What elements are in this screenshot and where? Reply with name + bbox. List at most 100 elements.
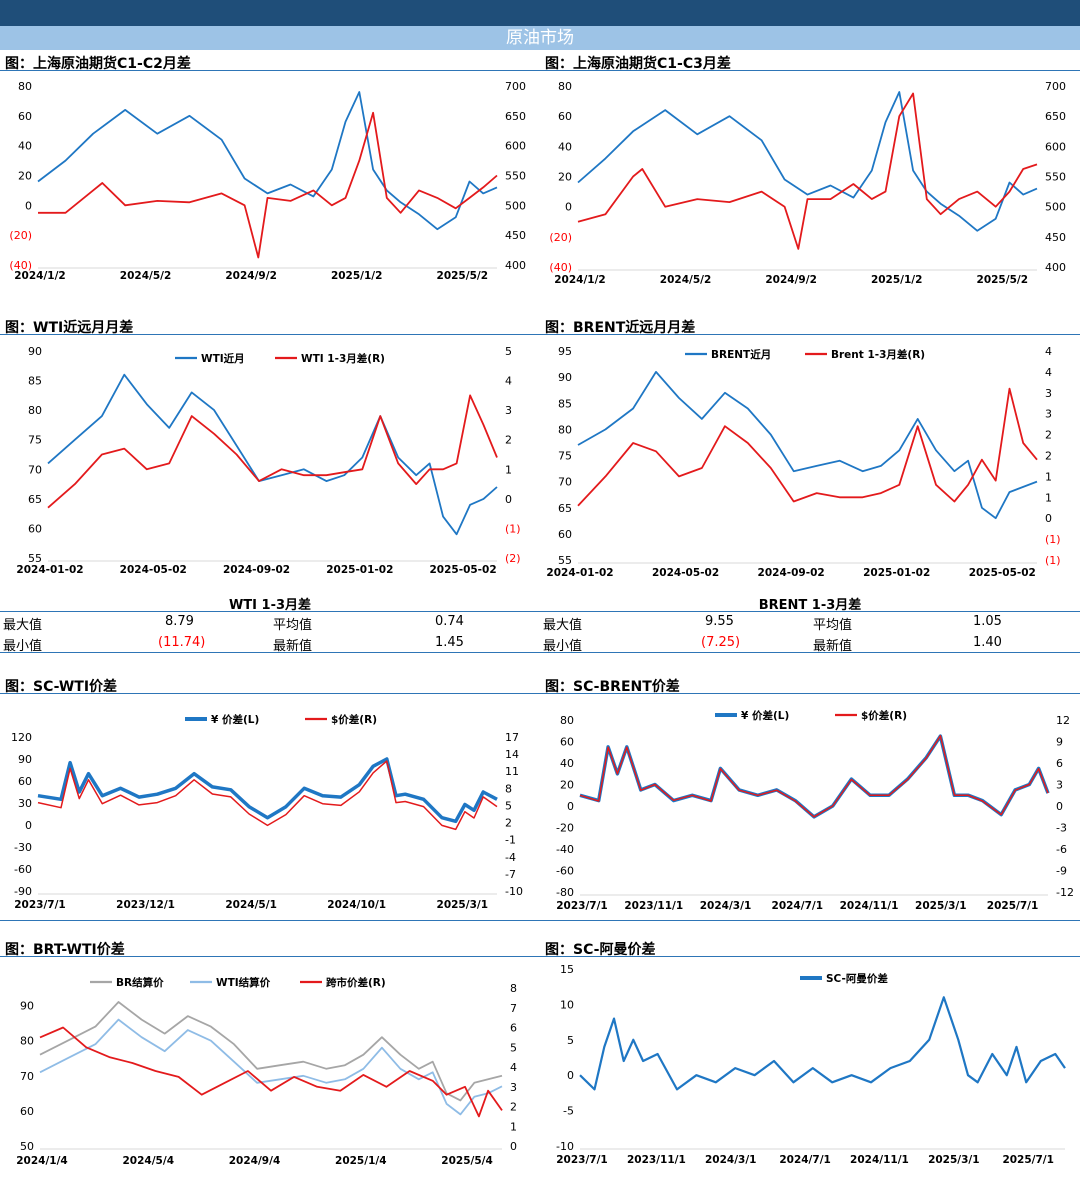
series-line-1 — [39, 1001, 503, 1102]
chart-sc-wti-spread: 120 90 60 30 0 -30 -60 -90 17 14 11 8 5 2 -1 -4 -7 -10 202… — [11, 713, 523, 911]
y-right-tick-label: 5 — [510, 1041, 517, 1054]
y-left-tick-label: 75 — [28, 434, 42, 447]
stat-value-latest: 1.40 — [973, 635, 1002, 650]
x-tick-label: 2024/9/2 — [765, 274, 817, 286]
y-right-tick-label: -6 — [1056, 843, 1067, 856]
stat-label-min: 最小值 — [543, 639, 583, 654]
x-tick-label: 2023/7/1 — [14, 899, 66, 911]
stat-label-max: 最大值 — [3, 618, 43, 633]
legend-label: SC-阿曼价差 — [826, 972, 888, 985]
y-left-tick-label: (40) — [9, 259, 32, 272]
stat-value-max: 8.79 — [165, 614, 194, 629]
x-tick-label: 2025/3/1 — [928, 1154, 980, 1166]
y-left-tick-label: 75 — [558, 450, 572, 463]
y-left-tick-label: -90 — [14, 885, 32, 898]
y-right-tick-label: -9 — [1056, 865, 1067, 878]
y-left-tick-label: 60 — [18, 775, 32, 788]
panel-title-sc-wti: 图：SC-WTI价差 — [5, 679, 118, 695]
x-tick-label: 2024-01-02 — [16, 564, 83, 576]
x-tick-label: 2024/1/2 — [554, 274, 606, 286]
y-right-tick-label: 5 — [505, 799, 512, 812]
y-right-tick-label: 3 — [1045, 387, 1052, 400]
y-left-tick-label: 60 — [558, 528, 572, 541]
y-right-tick-label: 500 — [505, 199, 526, 212]
stat-label-latest: 最新值 — [813, 639, 853, 654]
y-left-tick-label: 60 — [20, 1105, 34, 1118]
y-right-tick-label: 3 — [510, 1081, 517, 1094]
y-right-tick-label: -1 — [505, 834, 516, 847]
y-right-tick-label: 0 — [1056, 800, 1063, 813]
y-left-tick-label: 0 — [567, 800, 574, 813]
x-tick-label: 2024/1/2 — [14, 270, 66, 282]
y-right-tick-label: 0 — [510, 1140, 517, 1153]
y-left-tick-label: 90 — [18, 753, 32, 766]
y-right-tick-label: 2 — [1045, 429, 1052, 442]
x-tick-label: 2025/1/2 — [871, 274, 923, 286]
x-tick-label: 2024/5/2 — [120, 270, 172, 282]
x-tick-label: 2023/11/1 — [624, 900, 683, 912]
y-right-tick-label: 0 — [505, 493, 512, 506]
y-right-tick-label: (2) — [505, 552, 521, 565]
y-left-tick-label: 40 — [560, 757, 574, 770]
legend-label: $价差(R) — [861, 709, 907, 722]
y-right-tick-label: 3 — [1045, 408, 1052, 421]
legend-label: BR结算价 — [116, 976, 164, 989]
y-left-tick-label: 80 — [28, 404, 42, 417]
divider — [0, 693, 1080, 694]
y-right-tick-label: 11 — [505, 765, 519, 778]
y-right-tick-label: -10 — [505, 885, 523, 898]
panel-title-brt-wti: 图：BRT-WTI价差 — [5, 942, 125, 958]
chart-sc-brent-spread: 80 60 40 20 0 -20 -40 -60 -80 12 9 6 3 0 -3 -6 -9 -12 2023… — [556, 709, 1074, 912]
stat-label-latest: 最新值 — [273, 639, 313, 654]
y-left-tick-label: 65 — [558, 502, 572, 515]
y-right-tick-label: 2 — [505, 434, 512, 447]
y-right-tick-label: 3 — [505, 404, 512, 417]
y-right-tick-label: 5 — [505, 345, 512, 358]
y-right-tick-label: 4 — [1045, 345, 1052, 358]
y-left-tick-label: 60 — [18, 110, 32, 123]
y-left-tick-label: -60 — [14, 863, 32, 876]
stat-label-avg: 平均值 — [273, 618, 313, 633]
y-left-tick-label: 65 — [28, 493, 42, 506]
y-left-tick-label: -5 — [563, 1105, 574, 1118]
series-line-1 — [577, 91, 1038, 232]
y-left-tick-label: 0 — [25, 199, 32, 212]
y-right-tick-label: 600 — [505, 140, 526, 153]
y-right-tick-label: 1 — [1045, 470, 1052, 483]
y-right-tick-label: (1) — [1045, 554, 1061, 567]
y-right-tick-label: 600 — [1045, 140, 1066, 153]
x-tick-label: 2025/1/2 — [331, 270, 383, 282]
y-right-tick-label: 4 — [505, 375, 512, 388]
y-right-tick-label: 3 — [1056, 779, 1063, 792]
y-left-tick-label: 40 — [558, 140, 572, 153]
chart-c1c3-spread: 80 60 40 20 0 (20) (40) 700 650 600 550 500 450 400 20… — [549, 80, 1066, 286]
y-right-tick-label: 450 — [1045, 231, 1066, 244]
series-line-3 — [39, 1026, 503, 1118]
x-tick-label: 2024/9/2 — [225, 270, 277, 282]
panel-title-sc-oman: 图：SC-阿曼价差 — [545, 942, 656, 958]
x-tick-label: 2025/3/1 — [437, 899, 489, 911]
y-left-tick-label: 80 — [560, 714, 574, 727]
stats-title-brent: BRENT 1-3月差 — [758, 598, 862, 613]
x-tick-label: 2024/7/1 — [772, 900, 824, 912]
y-left-tick-label: -10 — [556, 1140, 574, 1153]
divider — [0, 652, 1080, 653]
y-right-tick-label: 2 — [505, 817, 512, 830]
stat-label-avg: 平均值 — [813, 618, 853, 633]
y-left-tick-label: 85 — [558, 397, 572, 410]
y-right-tick-label: 7 — [510, 1002, 517, 1015]
x-tick-label: 2025-01-02 — [863, 567, 930, 579]
y-right-tick-label: 0 — [1045, 512, 1052, 525]
y-right-tick-label: (1) — [1045, 533, 1061, 546]
y-right-tick-label: 1 — [1045, 491, 1052, 504]
x-tick-label: 2025/7/1 — [1002, 1154, 1054, 1166]
y-left-tick-label: -30 — [14, 841, 32, 854]
series-line-2 — [38, 111, 498, 259]
chart-brt-wti-spread: 90 80 70 60 50 8 7 6 5 4 3 2 1 0 2024/1/4 2024/5/4 2024/… — [16, 976, 517, 1167]
divider — [0, 956, 1080, 957]
y-left-tick-label: 10 — [560, 998, 574, 1011]
y-left-tick-label: 5 — [567, 1034, 574, 1047]
stat-value-latest: 1.45 — [435, 635, 464, 650]
stat-value-avg: 1.05 — [973, 614, 1002, 629]
legend-label: Brent 1-3月差(R) — [831, 348, 925, 361]
